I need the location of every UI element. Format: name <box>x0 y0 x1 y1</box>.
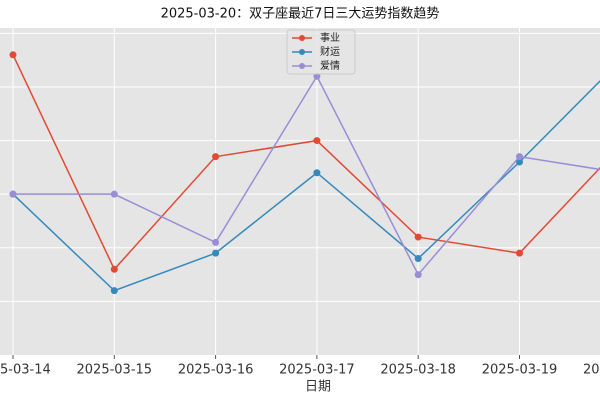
legend-label: 事业 <box>320 31 340 44</box>
point <box>212 249 220 257</box>
x-tick-label: 2025-03-18 <box>380 363 456 378</box>
legend-marker <box>299 49 305 55</box>
point <box>516 249 523 257</box>
point <box>110 190 118 198</box>
chart-title: 2025-03-20：双子座最近7日三大运势指数趋势 <box>161 6 440 22</box>
legend-box <box>286 29 356 75</box>
point <box>414 255 422 263</box>
point <box>516 153 523 161</box>
legend-label: 财运 <box>320 45 340 58</box>
point <box>414 271 422 279</box>
series-group <box>9 51 600 295</box>
x-tick-label: 2025-03-14 <box>0 363 51 378</box>
point <box>9 190 17 198</box>
plot-area <box>0 28 600 355</box>
x-tick-label: 2025-03-17 <box>279 363 355 378</box>
x-tick-label: 2025-03-19 <box>482 363 558 378</box>
point <box>110 287 118 295</box>
point <box>212 238 220 246</box>
point <box>313 137 321 145</box>
x-tick-label: 2025-03-15 <box>77 363 153 378</box>
x-tick-label: 2025-03-20 <box>583 363 600 378</box>
point <box>414 233 422 241</box>
point <box>212 153 220 161</box>
point <box>9 51 17 59</box>
point <box>516 158 523 166</box>
legend-label: 爱情 <box>320 59 340 72</box>
legend-marker <box>299 35 305 41</box>
legend-marker <box>299 63 305 69</box>
point <box>313 169 321 177</box>
x-axis-label: 日期 <box>305 380 331 395</box>
point <box>110 265 118 273</box>
x-tick-label: 2025-03-16 <box>178 363 254 378</box>
